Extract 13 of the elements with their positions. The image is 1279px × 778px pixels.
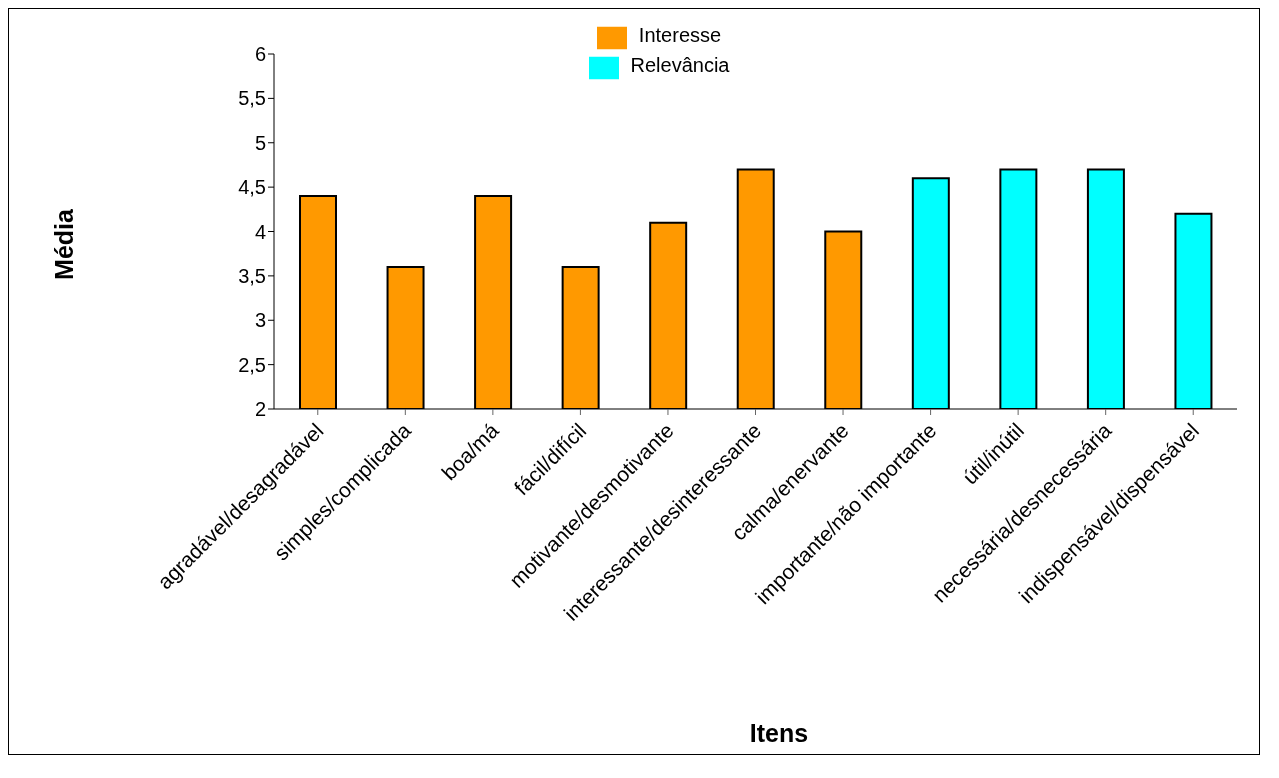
- legend-label: Relevância: [630, 54, 730, 77]
- y-tick-label: 2: [254, 398, 266, 421]
- y-tick-label: 2,5: [238, 353, 266, 376]
- y-tick-label: 3: [254, 309, 266, 332]
- y-tick-label: 3,5: [238, 264, 266, 287]
- y-tick-label: 6: [254, 43, 266, 66]
- y-axis-title: Média: [49, 208, 79, 280]
- y-tick-label: 5: [254, 131, 266, 154]
- x-axis-title: Itens: [748, 719, 810, 748]
- legend-label: Interesse: [638, 24, 722, 47]
- y-tick-label: 5,5: [238, 87, 266, 110]
- y-tick-label: 4,5: [238, 176, 266, 199]
- y-tick-label: 4: [254, 220, 266, 243]
